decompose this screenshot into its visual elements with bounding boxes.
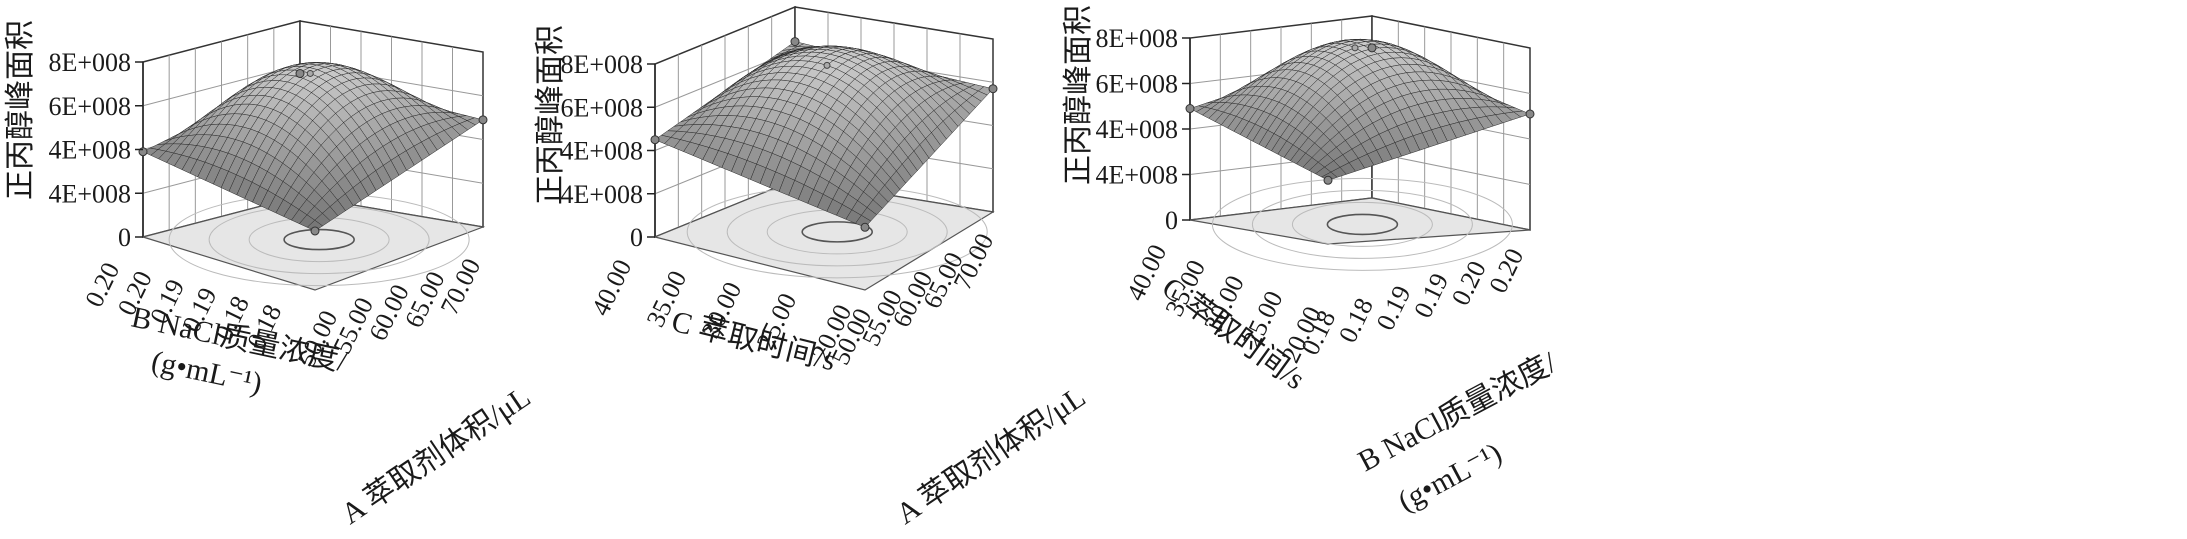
contour-line [1251, 189, 1473, 259]
contour-line [1291, 201, 1433, 247]
surface-plot-1: 04E+0084E+0086E+0088E+0080.200.200.190.1… [4, 20, 537, 531]
right-axis-label: A 萃取剂体积/μL [335, 380, 536, 531]
z-tick-label: 8E+008 [1095, 24, 1178, 53]
corner-point [790, 37, 800, 47]
right-axis-tick-label: 0.20 [1483, 244, 1529, 298]
z-tick-label: 8E+008 [560, 50, 643, 79]
z-tick-label: 0 [630, 223, 643, 252]
corner-point [295, 69, 305, 78]
floor-plane [1189, 197, 1531, 245]
z-axis-label: 正丙醇峰面积 [4, 20, 37, 200]
left-axis-tick-label: 40.00 [586, 255, 638, 320]
floor-plane [653, 179, 995, 291]
z-tick-label: 0 [118, 223, 131, 252]
surface-plot-3: 04E+0084E+0086E+0088E+00840.0035.0030.00… [1062, 5, 1562, 518]
corner-point [1185, 104, 1195, 114]
z-tick-label: 8E+008 [48, 48, 131, 77]
corner-point [478, 115, 488, 125]
contour-line [801, 221, 874, 243]
peak-point [823, 61, 831, 69]
z-tick-label: 6E+008 [1095, 70, 1178, 99]
corner-point [1323, 175, 1333, 185]
corner-point [650, 135, 660, 145]
corner-point [988, 84, 998, 94]
z-tick-label: 4E+008 [48, 179, 131, 208]
z-tick-label: 6E+008 [48, 92, 131, 121]
z-tick-label: 0 [1165, 206, 1178, 235]
corner-point [310, 226, 320, 236]
peak-point [306, 69, 314, 77]
z-tick-label: 4E+008 [560, 180, 643, 209]
left-axis-label: C 萃取时间/s [668, 305, 839, 378]
floor-plane [140, 195, 486, 291]
z-tick-label: 6E+008 [560, 93, 643, 122]
z-axis-label: 正丙醇峰面积 [534, 25, 567, 205]
z-axis-label: 正丙醇峰面积 [1062, 5, 1095, 185]
z-tick-label: 4E+008 [560, 137, 643, 166]
corner-point [1525, 109, 1535, 119]
contour-line [1211, 177, 1513, 271]
corner-point [860, 222, 870, 232]
contour-line [1326, 213, 1399, 236]
right-axis-label: A 萃取剂体积/μL [890, 380, 1091, 531]
corner-point [1367, 43, 1377, 53]
z-tick-label: 4E+008 [1095, 161, 1178, 190]
z-tick-label: 4E+008 [1095, 115, 1178, 144]
z-tick-label: 4E+008 [48, 136, 131, 165]
peak-point [1351, 44, 1359, 52]
